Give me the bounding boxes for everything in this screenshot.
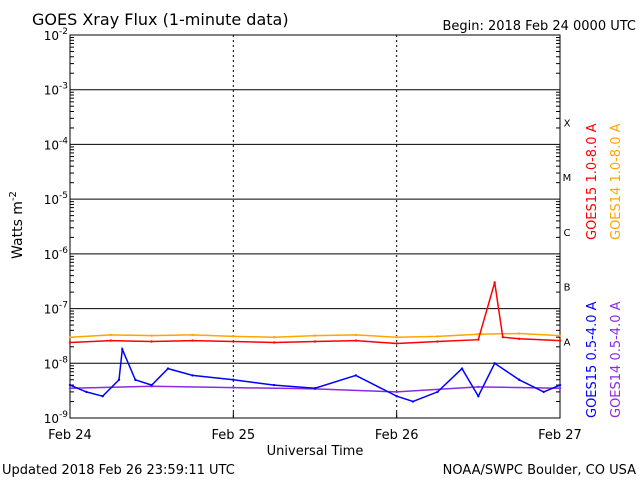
data-point <box>395 335 398 339</box>
data-point <box>109 333 113 337</box>
y-axis-label: Watts m-2 <box>8 191 26 259</box>
legend-item: GOES14 0.5-4.0 A <box>609 301 624 418</box>
data-point <box>558 339 562 342</box>
data-point <box>232 386 235 389</box>
data-point <box>395 342 398 345</box>
data-point <box>517 332 521 335</box>
legend-label: GOES15 0.5-4.0 A <box>585 301 600 418</box>
flare-class-label: C <box>564 228 571 239</box>
source-text: NOAA/SWPC Boulder, CO USA <box>443 463 636 478</box>
legend-item: GOES15 0.5-4.0 A <box>585 301 600 418</box>
data-point <box>460 367 464 370</box>
data-point <box>232 335 235 338</box>
plot-area <box>69 34 561 419</box>
y-tick-label: 10-4 <box>44 136 69 152</box>
y-tick-label: 10-6 <box>44 246 69 262</box>
data-point <box>313 387 317 390</box>
y-tick-label: 10-9 <box>44 410 69 426</box>
data-point <box>232 340 235 343</box>
data-point <box>436 390 439 394</box>
y-tick-label: 10-2 <box>44 27 68 43</box>
data-point <box>85 390 88 394</box>
data-point <box>395 395 398 398</box>
data-point <box>191 339 194 342</box>
data-point <box>272 335 276 339</box>
data-point <box>493 362 496 365</box>
updated-text: Updated 2018 Feb 26 23:59:11 UTC <box>2 463 235 478</box>
data-point <box>101 395 104 398</box>
data-point <box>166 367 170 370</box>
flare-class-label: X <box>564 118 571 129</box>
flare-class-label: M <box>563 173 572 184</box>
data-point <box>493 281 496 284</box>
x-tick-label: Feb 25 <box>211 428 255 443</box>
data-point <box>395 390 398 394</box>
data-point <box>501 335 505 339</box>
legend: GOES15 1.0-8.0 A GOES14 1.0-8.0 A GOES15 0… <box>585 123 624 418</box>
data-point <box>117 378 121 381</box>
grid-lines <box>70 35 560 418</box>
data-point <box>191 333 194 337</box>
data-point <box>150 334 153 337</box>
flare-class-label: B <box>564 283 571 294</box>
legend-label: GOES14 0.5-4.0 A <box>609 301 624 418</box>
data-point <box>477 385 480 389</box>
data-point <box>436 340 439 343</box>
x-axis-label: Universal Time <box>267 444 364 459</box>
series-line <box>69 346 561 403</box>
data-point <box>558 387 562 390</box>
data-point <box>150 383 153 387</box>
x-tick-label: Feb 26 <box>375 428 419 443</box>
flare-class-label: A <box>564 337 571 348</box>
flare-class-labels: X M C B A <box>563 118 572 348</box>
data-point <box>477 395 480 398</box>
data-point <box>68 387 72 390</box>
x-tick-labels: Feb 24 Feb 25 Feb 26 Feb 27 <box>48 412 582 443</box>
y-tick-label: 10-3 <box>44 82 68 98</box>
data-point <box>558 383 562 387</box>
data-point <box>558 334 562 337</box>
data-point <box>68 335 72 339</box>
legend-label: GOES15 1.0-8.0 A <box>585 123 600 240</box>
data-point <box>477 338 480 341</box>
chart-title: GOES Xray Flux (1-minute data) <box>32 10 289 29</box>
plot-border <box>69 34 561 419</box>
x-tick-label: Feb 24 <box>48 428 92 443</box>
data-point <box>121 348 124 351</box>
data-point <box>109 339 113 342</box>
data-point <box>232 378 235 381</box>
data-point <box>313 340 317 343</box>
data-point <box>150 340 153 343</box>
y-tick-labels: 10-2 10-3 10-4 10-5 10-6 10-7 10-8 10-9 <box>44 27 69 426</box>
data-point <box>68 383 72 387</box>
legend-item: GOES15 1.0-8.0 A <box>585 123 600 240</box>
y-tick-label: 10-5 <box>44 191 68 207</box>
data-point <box>436 335 439 338</box>
x-tick-label: Feb 27 <box>538 428 582 443</box>
data-point <box>411 400 415 403</box>
data-point <box>272 383 276 387</box>
data-point <box>272 341 276 344</box>
y-axis-label-group: Watts m-2 <box>8 191 26 259</box>
y-tick-label: 10-7 <box>44 301 68 317</box>
data-point <box>517 337 521 341</box>
data-point <box>313 334 317 337</box>
series-layer <box>68 281 562 403</box>
data-point <box>134 378 137 381</box>
legend-label: GOES14 1.0-8.0 A <box>609 123 624 240</box>
data-point <box>191 374 194 377</box>
data-point <box>542 390 545 394</box>
data-point <box>517 378 521 381</box>
legend-item: GOES14 1.0-8.0 A <box>609 123 624 240</box>
y-tick-label: 10-8 <box>44 355 69 371</box>
data-point <box>354 333 358 337</box>
begin-label: Begin: 2018 Feb 24 0000 UTC <box>442 19 636 34</box>
data-point <box>354 339 358 342</box>
data-point <box>68 341 72 344</box>
data-point <box>354 374 358 377</box>
